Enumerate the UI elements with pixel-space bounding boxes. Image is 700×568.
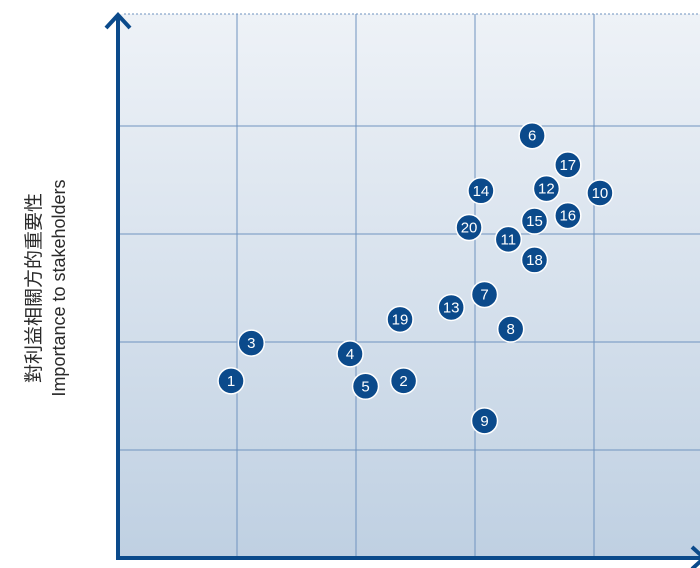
data-point-4: 4 bbox=[336, 340, 364, 368]
y-axis-label-en: Importance to stakeholders bbox=[49, 179, 69, 396]
data-point-marker bbox=[470, 407, 499, 435]
data-point-5: 5 bbox=[351, 372, 380, 401]
data-point-marker bbox=[237, 329, 266, 357]
data-point-14: 14 bbox=[467, 177, 495, 205]
data-point-8: 8 bbox=[496, 315, 525, 343]
data-point-16: 16 bbox=[554, 201, 582, 230]
data-point-label: 17 bbox=[559, 157, 576, 174]
data-point-marker bbox=[437, 293, 465, 322]
data-point-marker bbox=[586, 179, 614, 207]
data-point-label: 4 bbox=[346, 346, 354, 363]
data-point-label: 3 bbox=[247, 335, 255, 352]
data-point-17: 17 bbox=[554, 151, 582, 179]
data-point-7: 7 bbox=[470, 280, 499, 309]
data-point-marker bbox=[455, 213, 483, 242]
data-point-label: 19 bbox=[392, 311, 409, 328]
data-point-marker bbox=[554, 151, 582, 179]
data-point-label: 15 bbox=[526, 213, 543, 230]
data-point-1: 1 bbox=[217, 367, 245, 395]
data-point-10: 10 bbox=[586, 179, 614, 207]
data-point-marker bbox=[351, 372, 380, 401]
y-axis-label-cn: 對利益相關方的重要性 bbox=[23, 193, 45, 383]
data-point-13: 13 bbox=[437, 293, 465, 322]
data-point-label: 11 bbox=[501, 231, 517, 248]
data-point-18: 18 bbox=[520, 246, 549, 274]
y-axis-arrow-icon bbox=[104, 12, 132, 30]
data-point-label: 18 bbox=[526, 252, 543, 269]
data-point-label: 7 bbox=[480, 286, 488, 303]
data-point-marker bbox=[336, 340, 364, 368]
data-point-label: 14 bbox=[473, 183, 490, 200]
data-point-marker bbox=[467, 177, 495, 205]
x-axis-arrow-icon bbox=[690, 545, 700, 568]
data-point-label: 12 bbox=[538, 181, 555, 198]
data-point-label: 1 bbox=[227, 373, 235, 390]
data-point-11: 11 bbox=[494, 225, 523, 254]
data-point-label: 5 bbox=[361, 378, 369, 395]
data-point-marker bbox=[386, 305, 414, 334]
data-point-marker bbox=[470, 280, 499, 309]
data-point-2: 2 bbox=[389, 367, 418, 395]
data-point-label: 6 bbox=[528, 128, 536, 145]
data-point-label: 10 bbox=[592, 185, 609, 202]
data-point-20: 20 bbox=[455, 213, 483, 242]
data-point-label: 2 bbox=[399, 373, 407, 390]
data-point-3: 3 bbox=[237, 329, 266, 357]
data-point-marker bbox=[494, 225, 523, 254]
data-point-label: 8 bbox=[507, 321, 515, 338]
data-point-label: 20 bbox=[461, 220, 478, 237]
data-point-12: 12 bbox=[532, 174, 561, 203]
data-point-marker bbox=[518, 121, 546, 150]
data-point-marker bbox=[389, 367, 418, 395]
data-point-label: 13 bbox=[443, 299, 460, 316]
data-point-15: 15 bbox=[520, 207, 549, 235]
axes bbox=[104, 12, 700, 568]
data-point-label: 16 bbox=[559, 208, 576, 225]
data-point-marker bbox=[520, 207, 549, 235]
data-point-marker bbox=[496, 315, 525, 343]
data-point-marker bbox=[554, 201, 582, 230]
data-point-marker bbox=[217, 367, 245, 395]
data-point-label: 9 bbox=[480, 413, 488, 430]
data-point-19: 19 bbox=[386, 305, 414, 334]
plot-background bbox=[118, 14, 700, 558]
data-point-marker bbox=[520, 246, 549, 274]
data-point-marker bbox=[532, 174, 561, 203]
data-point-9: 9 bbox=[470, 407, 499, 435]
data-point-6: 6 bbox=[518, 121, 546, 150]
